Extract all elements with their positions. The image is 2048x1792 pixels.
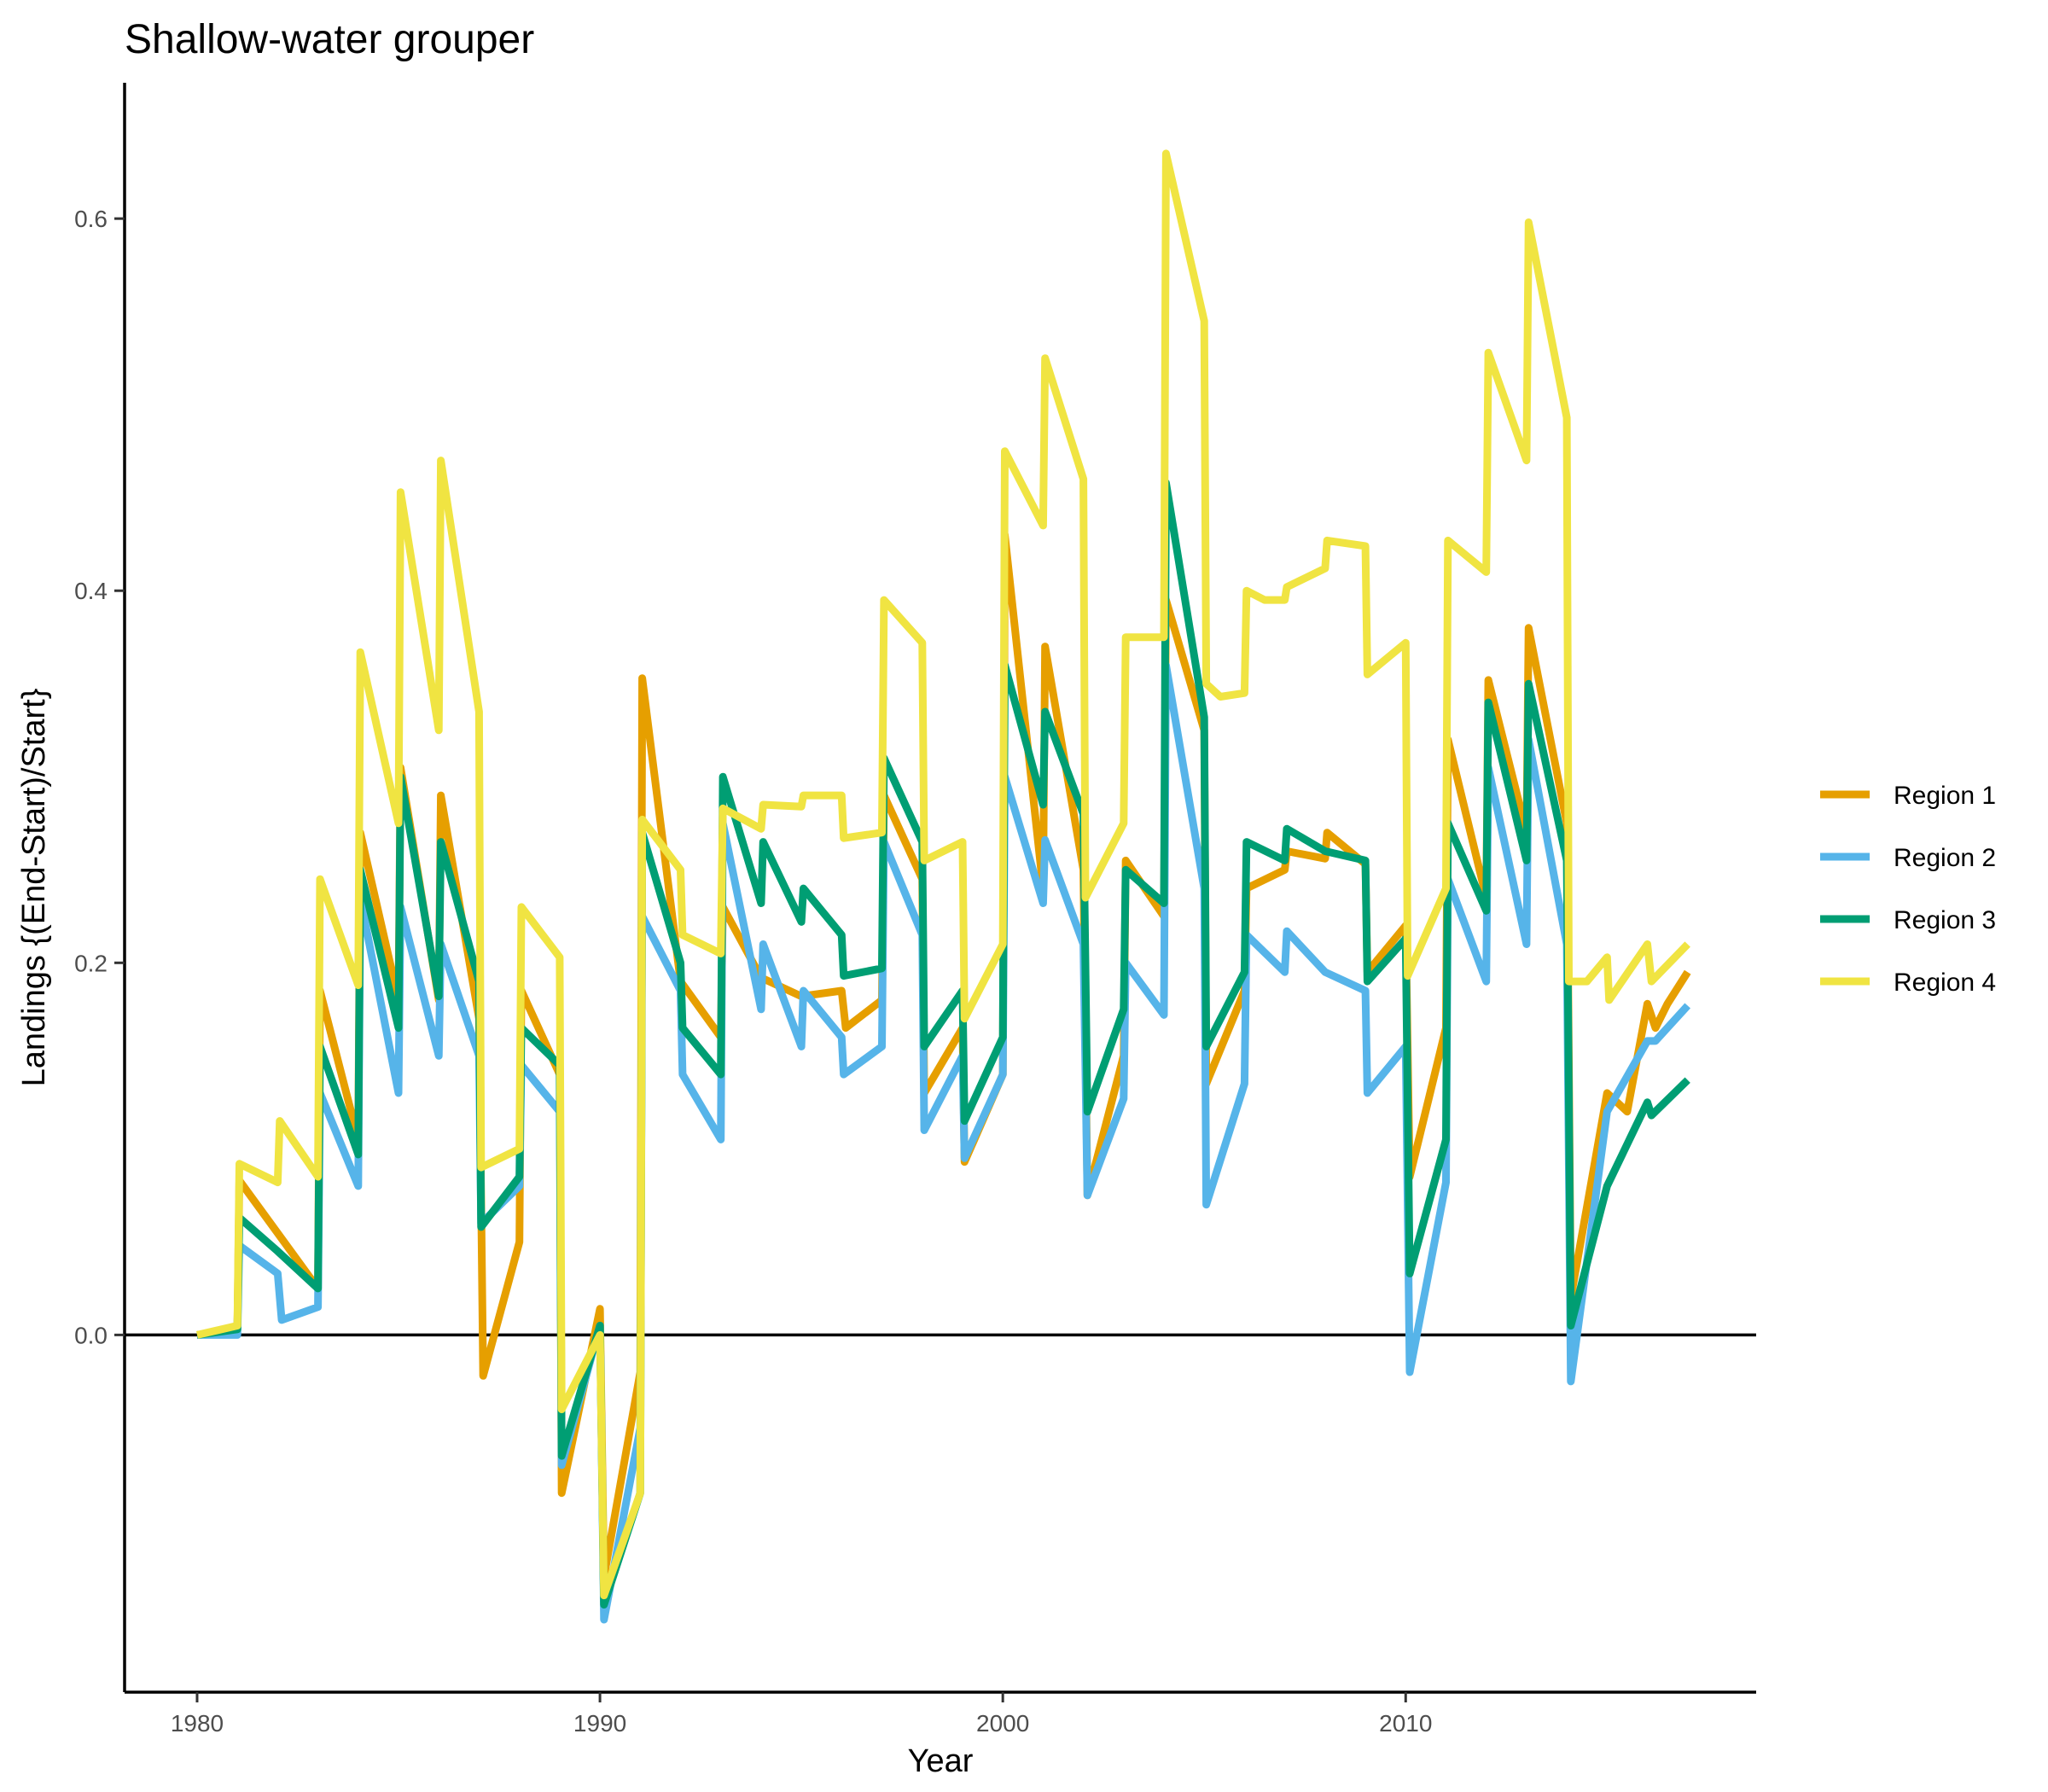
legend-label-region-3: Region 3 bbox=[1894, 906, 1996, 934]
series-layer bbox=[195, 149, 1691, 1624]
y-tick-label: 0.2 bbox=[74, 950, 108, 976]
legend-label-region-1: Region 1 bbox=[1894, 782, 1996, 810]
x-tick-label: 2010 bbox=[1379, 1710, 1432, 1737]
y-tick-label: 0.0 bbox=[74, 1322, 108, 1348]
x-tick-label: 1990 bbox=[573, 1710, 626, 1737]
series-line-region-4 bbox=[195, 149, 1690, 1600]
x-axis-ticks: 1980 1990 2000 2010 bbox=[171, 1692, 1432, 1737]
series-line-region-3 bbox=[196, 479, 1690, 1609]
x-tick-label: 2000 bbox=[976, 1710, 1029, 1737]
legend-label-region-2: Region 2 bbox=[1894, 844, 1996, 872]
y-tick-label: 0.4 bbox=[74, 578, 108, 604]
plot-area bbox=[125, 149, 1756, 1624]
x-axis-label: Year bbox=[908, 1743, 974, 1779]
legend: Region 1 Region 2 Region 3 Region 4 bbox=[1820, 782, 1996, 997]
x-tick-label: 1980 bbox=[171, 1710, 224, 1737]
legend-label-region-4: Region 4 bbox=[1894, 969, 1996, 997]
series-line-region-1 bbox=[196, 531, 1691, 1581]
chart-title: Shallow-water grouper bbox=[125, 17, 534, 62]
y-tick-label: 0.6 bbox=[74, 206, 108, 232]
y-axis-ticks: 0.0 0.2 0.4 0.6 bbox=[74, 206, 125, 1348]
y-axis-label: Landings {(End-Start)/Start} bbox=[16, 689, 52, 1087]
